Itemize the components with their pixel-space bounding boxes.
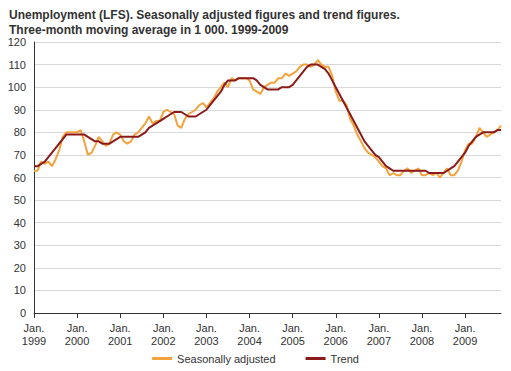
- svg-text:2000: 2000: [65, 335, 89, 347]
- svg-text:Jan.: Jan.: [67, 322, 88, 334]
- svg-text:100: 100: [8, 81, 26, 93]
- svg-text:2003: 2003: [194, 335, 218, 347]
- svg-text:Jan.: Jan.: [455, 322, 476, 334]
- svg-text:Jan.: Jan.: [325, 322, 346, 334]
- svg-text:90: 90: [14, 104, 26, 116]
- svg-text:2005: 2005: [280, 335, 304, 347]
- svg-text:Jan.: Jan.: [239, 322, 260, 334]
- svg-text:Seasonally adjusted: Seasonally adjusted: [177, 353, 275, 365]
- svg-text:1999: 1999: [22, 335, 46, 347]
- svg-text:20: 20: [14, 262, 26, 274]
- svg-text:2002: 2002: [151, 335, 175, 347]
- svg-text:0: 0: [20, 307, 26, 319]
- svg-text:2004: 2004: [237, 335, 261, 347]
- svg-text:120: 120: [8, 36, 26, 48]
- svg-text:2006: 2006: [324, 335, 348, 347]
- svg-text:70: 70: [14, 149, 26, 161]
- svg-text:110: 110: [8, 59, 26, 71]
- svg-text:2009: 2009: [453, 335, 477, 347]
- svg-text:2007: 2007: [367, 335, 391, 347]
- svg-text:Jan.: Jan.: [412, 322, 433, 334]
- svg-text:Jan.: Jan.: [153, 322, 174, 334]
- svg-text:Three-month moving average in: Three-month moving average in 1 000. 199…: [9, 23, 289, 37]
- svg-text:Jan.: Jan.: [368, 322, 389, 334]
- svg-text:Unemployment (LFS). Seasonally: Unemployment (LFS). Seasonally adjusted …: [9, 8, 400, 22]
- svg-text:Jan.: Jan.: [196, 322, 217, 334]
- svg-text:40: 40: [14, 217, 26, 229]
- svg-text:2001: 2001: [108, 335, 132, 347]
- svg-text:Trend: Trend: [331, 353, 359, 365]
- svg-text:Jan.: Jan.: [110, 322, 131, 334]
- svg-text:Jan.: Jan.: [24, 322, 45, 334]
- svg-text:Jan.: Jan.: [282, 322, 303, 334]
- svg-text:50: 50: [14, 194, 26, 206]
- svg-text:30: 30: [14, 239, 26, 251]
- svg-text:2008: 2008: [410, 335, 434, 347]
- svg-text:10: 10: [14, 284, 26, 296]
- svg-text:60: 60: [14, 172, 26, 184]
- svg-text:80: 80: [14, 126, 26, 138]
